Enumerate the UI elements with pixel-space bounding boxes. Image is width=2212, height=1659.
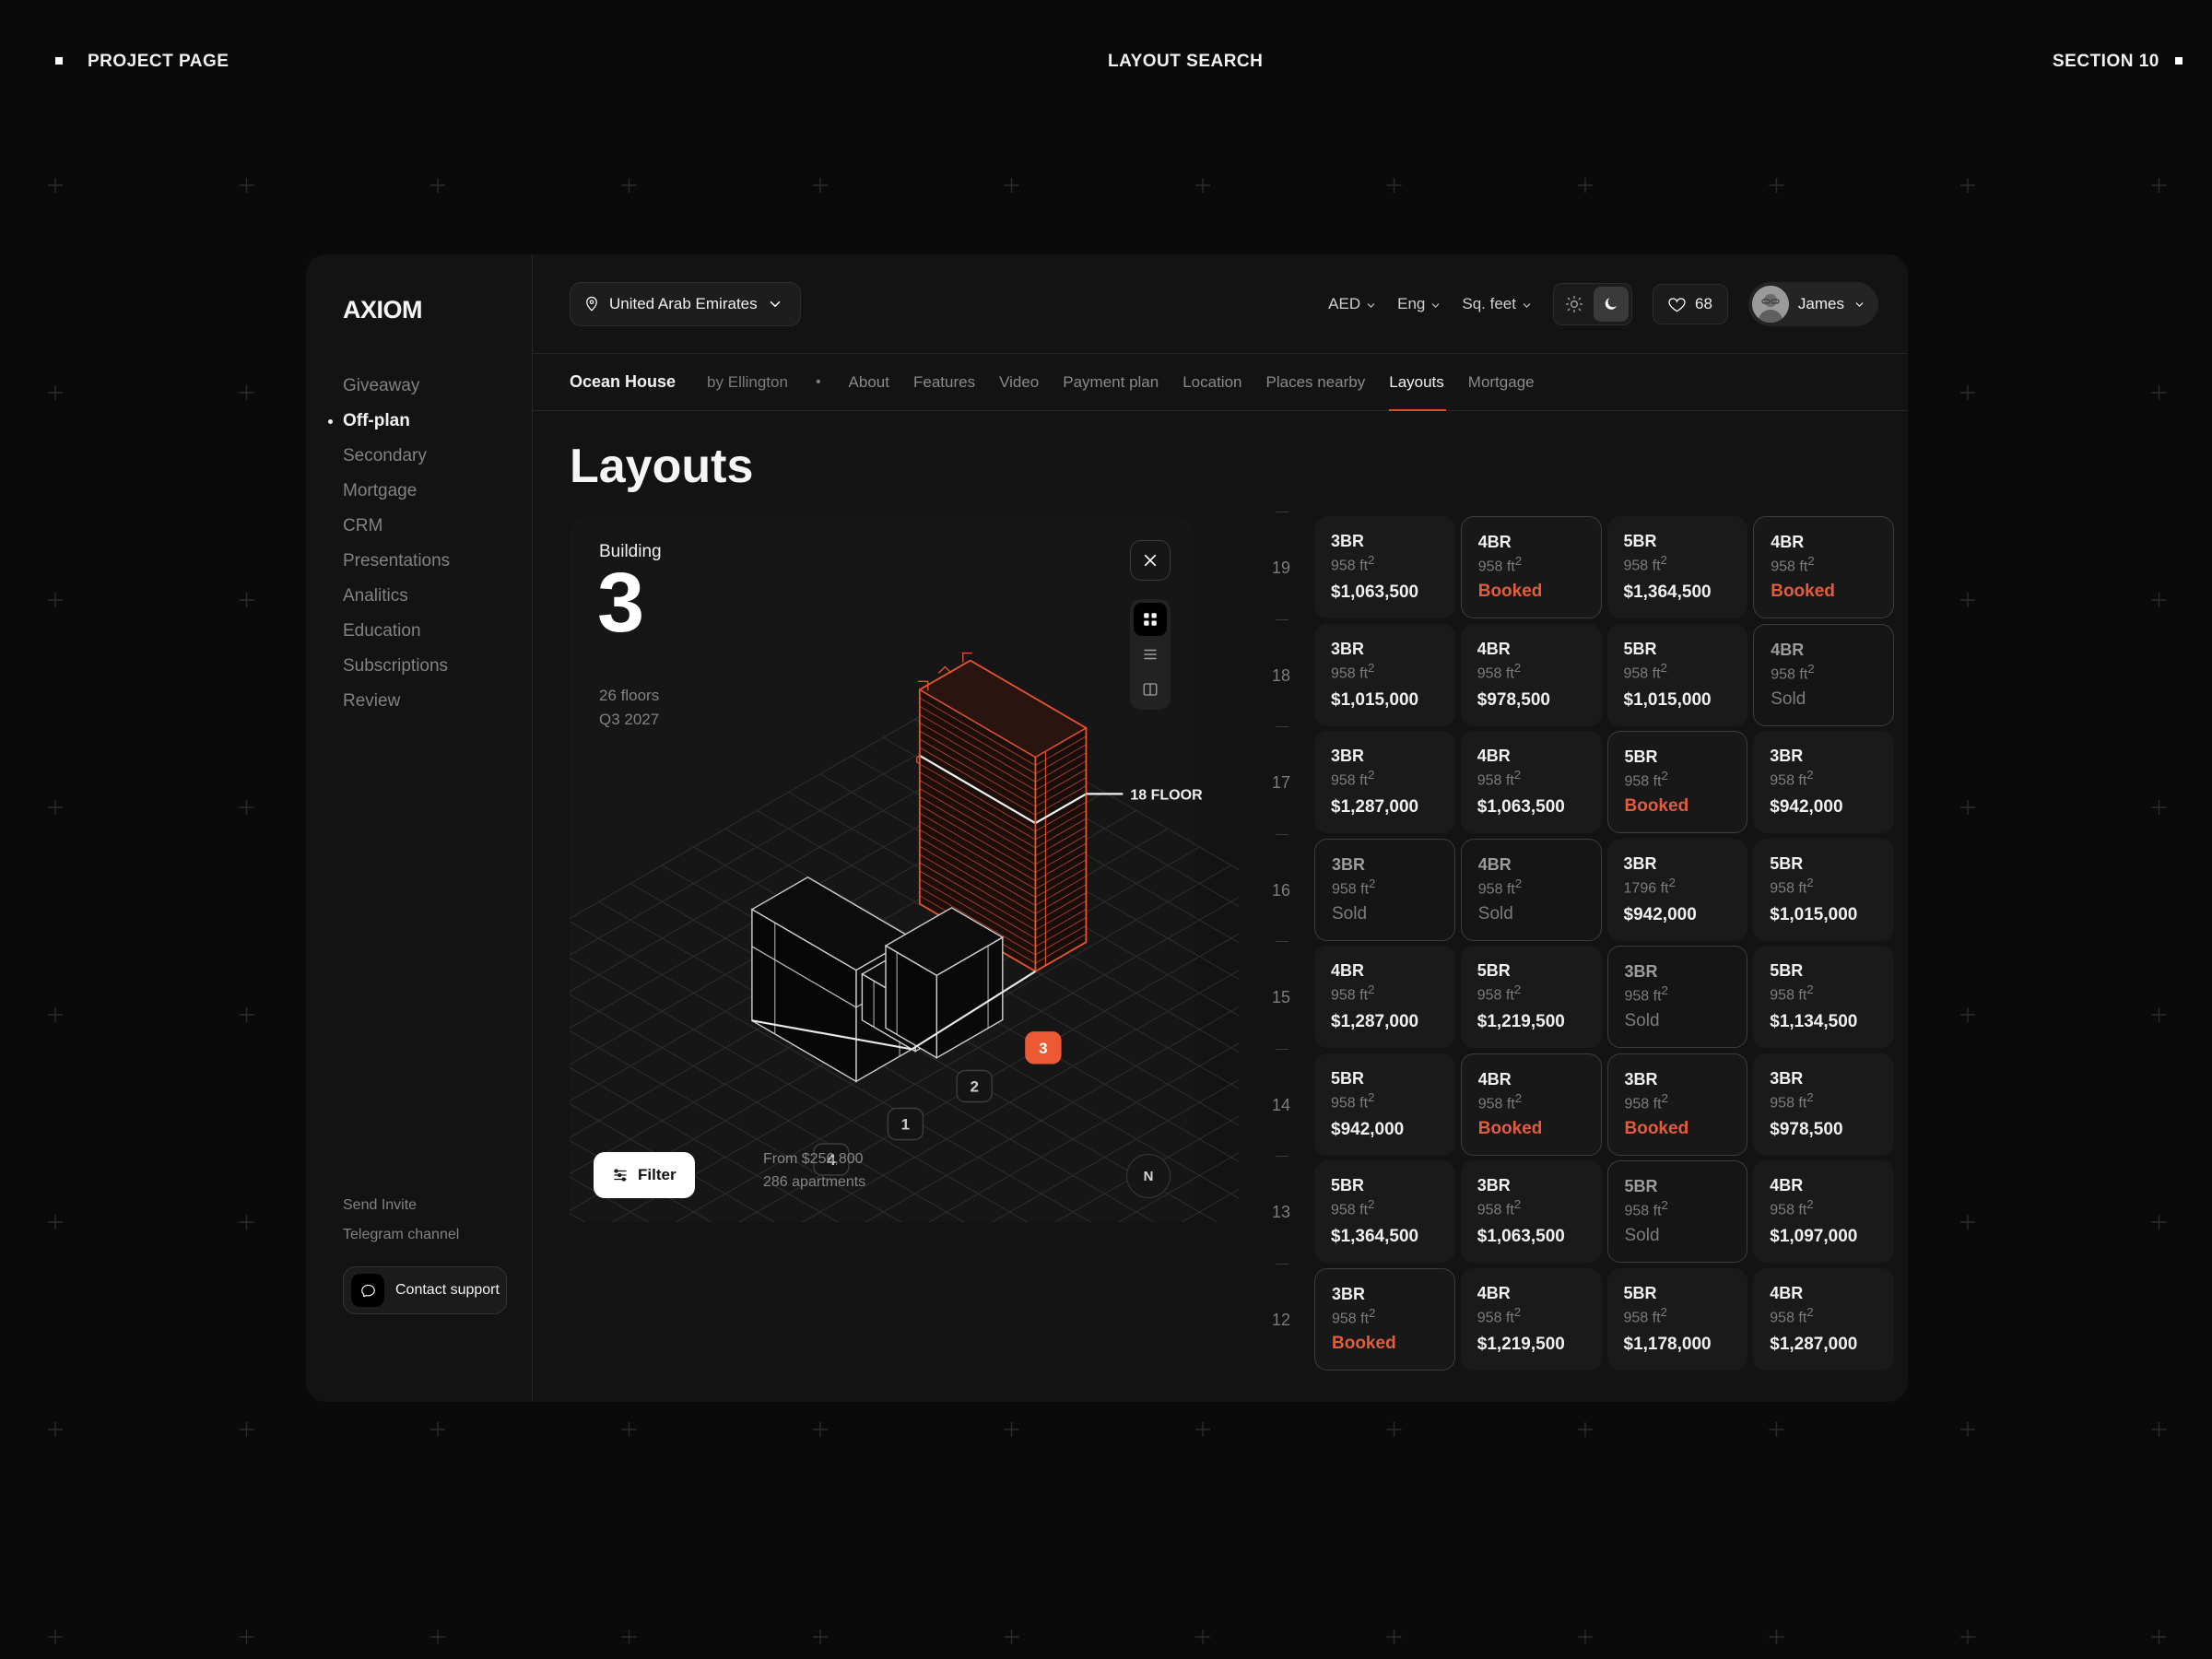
svg-text:18 FLOOR: 18 FLOOR (1130, 787, 1203, 803)
svg-text:3: 3 (1039, 1040, 1047, 1057)
svg-text:1: 1 (901, 1116, 910, 1134)
svg-text:2: 2 (970, 1078, 978, 1096)
